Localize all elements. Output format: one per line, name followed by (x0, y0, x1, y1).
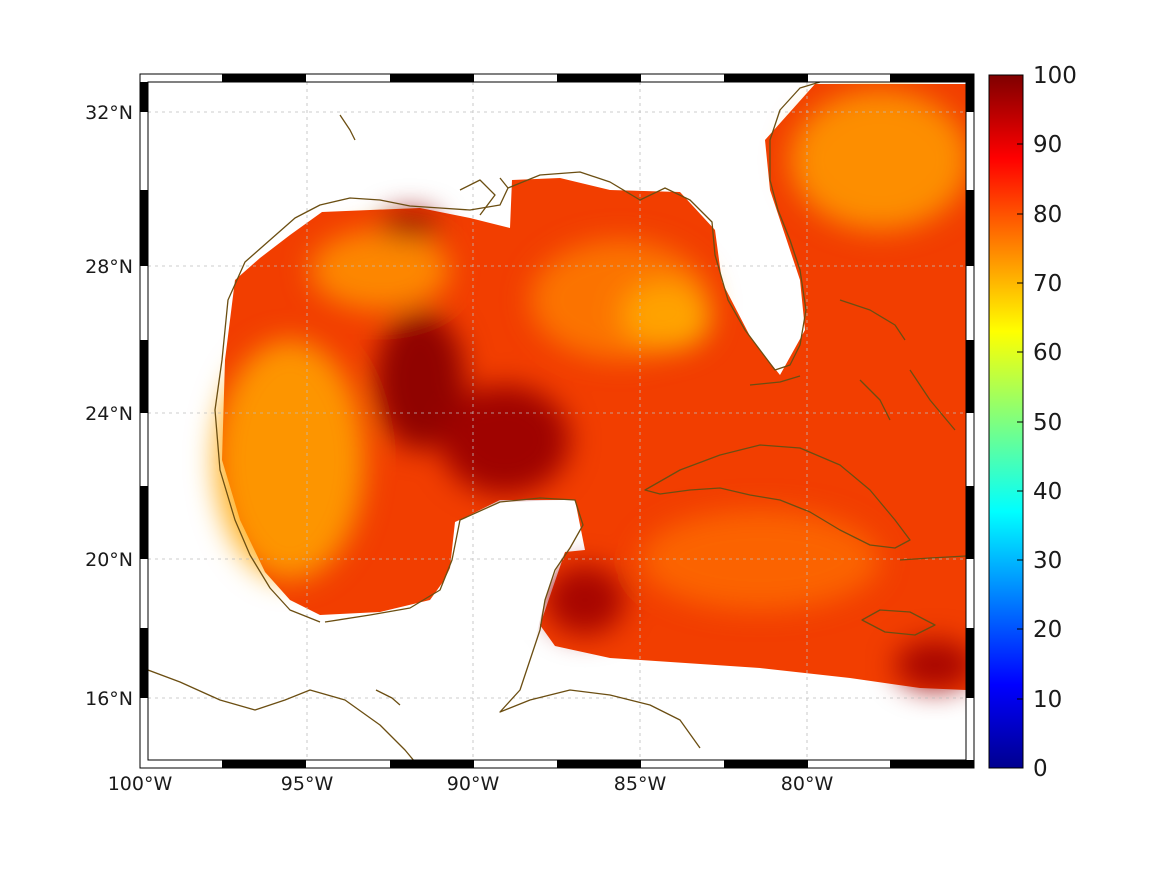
coast-bahamas-1 (839, 299, 906, 341)
x-tick-label: 95°W (281, 773, 334, 795)
colorbar-tick-label: 20 (1033, 617, 1062, 643)
coast-yucatan (324, 497, 701, 749)
field-patch-dark-north (380, 211, 440, 239)
colorbar-tick-label: 30 (1033, 548, 1062, 574)
colorbar-tick-label: 100 (1033, 63, 1077, 89)
x-tick-label: 100°W (108, 773, 173, 795)
coast-mexico-us (214, 177, 509, 623)
data-field (148, 82, 966, 760)
field-patch-west (215, 340, 365, 580)
x-tick-label: 85°W (614, 773, 667, 795)
gridlines (148, 82, 966, 760)
field-patch-atlantic (790, 90, 966, 230)
coast-island-2 (375, 689, 401, 706)
y-tick-label: 28°N (85, 256, 133, 278)
colorbar-tick-label: 90 (1033, 132, 1062, 158)
coast-mississippi-delta (459, 179, 496, 216)
y-tick-label: 24°N (85, 403, 133, 425)
x-tick-label: 80°W (781, 773, 834, 795)
coast-florida-panhandle (507, 82, 821, 371)
colorbar-tick-label: 0 (1033, 756, 1048, 782)
map-frame (139, 73, 975, 769)
field-patch-east (530, 240, 710, 360)
colorbar-ticks (1017, 74, 1023, 769)
coast-bahamas-3 (909, 369, 956, 431)
colorbar-tick-label: 80 (1033, 202, 1062, 228)
coast-island-1 (339, 114, 356, 141)
field-patch-north (310, 230, 450, 310)
colorbar-labels: 100 90 80 70 60 50 40 30 20 10 0 (1033, 63, 1077, 782)
coast-jamaica (861, 609, 936, 636)
colorbar-tick-label: 10 (1033, 687, 1062, 713)
field-texture (215, 90, 966, 690)
field-patch-dark-se (895, 640, 966, 690)
y-axis-labels: 32°N 28°N 24°N 20°N 16°N (85, 102, 133, 710)
ocean-field (215, 84, 966, 690)
coast-bahamas-2 (859, 379, 891, 421)
colorbar-tick-label: 40 (1033, 479, 1062, 505)
field-patch-dark-south (440, 385, 570, 495)
frame-stripes (140, 74, 974, 768)
field-patch-dark-yucatan (545, 565, 625, 635)
y-tick-label: 20°N (85, 549, 133, 571)
field-patch-caribbean (640, 510, 880, 610)
coast-hispaniola (899, 555, 966, 561)
y-tick-label: 32°N (85, 102, 133, 124)
x-tick-label: 90°W (447, 773, 500, 795)
colorbar-tick-label: 60 (1033, 340, 1062, 366)
field-patch-dark-center (375, 310, 465, 450)
coastlines (148, 82, 966, 760)
colorbar-tick-label: 50 (1033, 410, 1062, 436)
y-tick-label: 16°N (85, 688, 133, 710)
colorbar-tick-label: 70 (1033, 271, 1062, 297)
coast-cuba (644, 444, 911, 549)
x-axis-labels: 100°W 95°W 90°W 85°W 80°W (108, 773, 834, 795)
yucatan-land (430, 500, 580, 640)
coast-keys (749, 375, 801, 386)
colorbar: 100 90 80 70 60 50 40 30 20 10 0 (988, 63, 1077, 782)
coast-gulf (148, 669, 415, 760)
